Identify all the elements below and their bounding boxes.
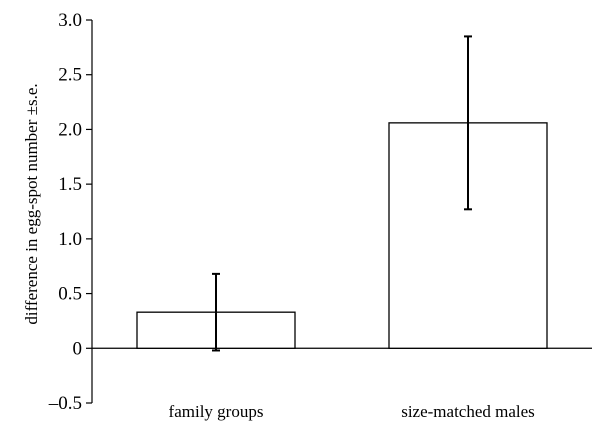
y-tick-label: 3.0	[58, 10, 82, 31]
category-labels: family groups size-matched males	[169, 402, 535, 421]
y-tick-label: 0	[73, 338, 83, 359]
y-tick-label: 0.5	[58, 284, 82, 305]
bars	[136, 122, 548, 349]
category-label: family groups	[169, 402, 264, 421]
y-tick-label: 1.5	[58, 174, 82, 195]
error-bars	[212, 35, 472, 352]
y-ticks: –0.5 0 0.5 1.0 1.5 2.0 2.5 3.0	[48, 10, 92, 414]
y-tick-label: 2.0	[58, 119, 82, 140]
category-label: size-matched males	[401, 402, 535, 421]
y-tick-label: 2.5	[58, 65, 82, 86]
y-tick-label: –0.5	[48, 393, 82, 414]
y-tick-label: 1.0	[58, 229, 82, 250]
y-axis-title: difference in egg-spot number ±s.e.	[22, 83, 41, 324]
